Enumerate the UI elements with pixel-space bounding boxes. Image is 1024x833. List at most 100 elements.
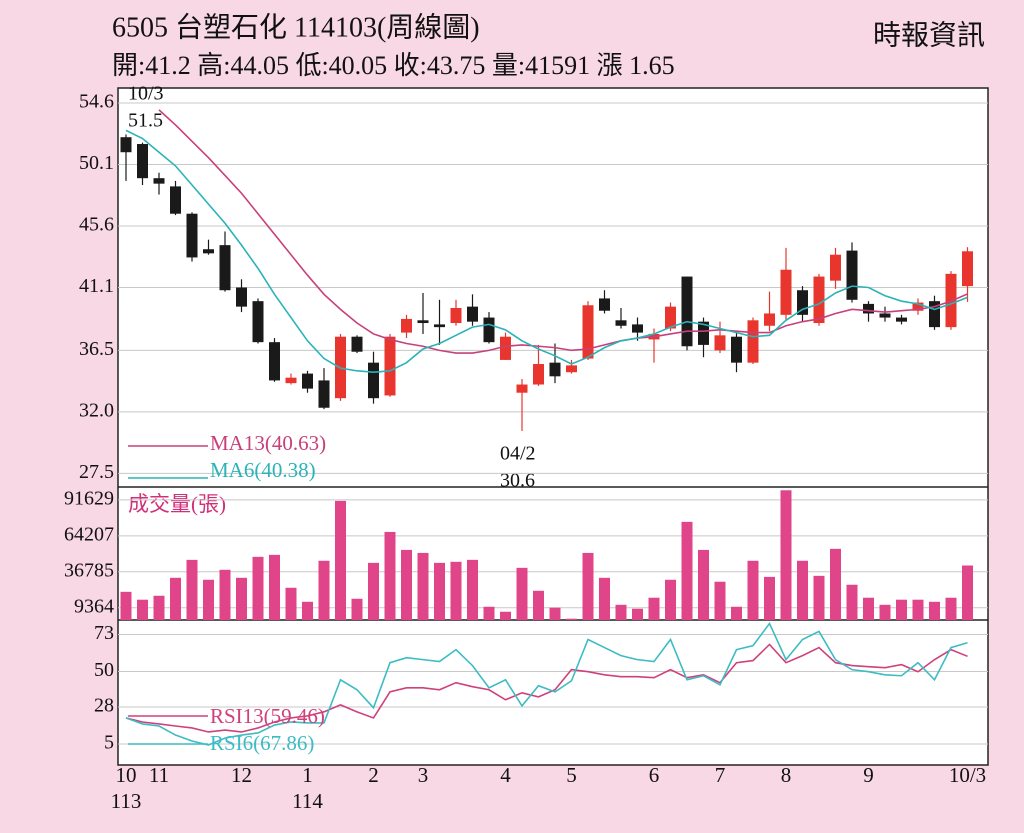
candle-body [731, 336, 742, 363]
x-tick-label: 11 [149, 763, 169, 787]
y-tick-label: 36.5 [79, 338, 114, 360]
volume-bar [681, 521, 693, 620]
x-tick-label: 5 [566, 763, 577, 787]
volume-bar [483, 606, 495, 620]
volume-bar [120, 591, 132, 620]
x-tick-label: 12 [231, 763, 252, 787]
x-tick-label: 2 [368, 763, 379, 787]
volume-bar [615, 604, 627, 620]
candle-body [879, 313, 891, 318]
volume-bar [368, 562, 379, 620]
volume-bar [599, 577, 610, 620]
candle-body [896, 317, 907, 322]
x-tick-label: 10 [116, 763, 137, 787]
volume-bar [731, 606, 742, 620]
annotation: 51.5 [128, 110, 163, 132]
volume-bar [318, 560, 330, 620]
volume-bar [566, 618, 577, 620]
candle-body [302, 373, 313, 389]
x-tick-label: 7 [715, 763, 726, 787]
volume-bar [962, 565, 973, 620]
x-tick-label: 4 [500, 763, 511, 787]
volume-bar [846, 584, 858, 620]
volume-bar [351, 598, 363, 620]
candle-body [450, 307, 462, 324]
volume-bar [203, 579, 214, 620]
candle-body [912, 302, 924, 311]
legend-label: RSI13(59.46) [210, 704, 325, 728]
candle-body [681, 276, 693, 347]
volume-bar [417, 552, 429, 620]
candle-body [797, 290, 808, 315]
candle-body [434, 324, 445, 328]
candle-body [351, 336, 363, 352]
candle-body [269, 342, 280, 381]
y-tick-label: 54.6 [79, 91, 114, 113]
volume-bar [500, 611, 511, 620]
y-tick-label: 50 [94, 659, 114, 681]
candle-body [665, 306, 676, 329]
volume-bar [269, 554, 280, 620]
volume-bar [698, 549, 709, 620]
y-tick-label: 91629 [64, 488, 114, 510]
y-tick-label: 27.5 [79, 461, 114, 483]
candle-body [170, 186, 181, 214]
volume-bar [219, 569, 231, 620]
candle-body [186, 213, 198, 258]
chart-title: 6505 台塑石化 114103(周線圖) [112, 11, 480, 43]
volume-bar [780, 490, 792, 620]
x-tick-label: 10/3 [949, 763, 986, 787]
legend-label: MA6(40.38) [210, 458, 316, 482]
candle-body [120, 137, 132, 153]
x-tick-label: 8 [781, 763, 792, 787]
annotation: 04/2 [500, 443, 536, 465]
candle-body [813, 276, 825, 324]
series-line [158, 109, 968, 354]
volume-bar [632, 608, 643, 620]
volume-bar [648, 597, 660, 620]
volume-bar [945, 597, 957, 620]
volume-bar [549, 607, 561, 620]
candle-body [500, 336, 511, 360]
volume-bar [714, 581, 726, 620]
volume-bar [252, 556, 264, 620]
volume-bar [401, 549, 412, 620]
candle-body [830, 254, 841, 281]
series-line [125, 621, 968, 746]
volume-bar [879, 604, 891, 620]
volume-label: 成交量(張) [128, 492, 226, 516]
volume-bar [813, 575, 825, 620]
volume-bar [830, 548, 841, 620]
volume-bar [302, 601, 313, 620]
x-tick-label: 6 [649, 763, 660, 787]
annotation: 30.6 [500, 470, 535, 492]
candle-body [747, 320, 759, 363]
volume-bar [384, 531, 396, 620]
candle-body [153, 178, 165, 184]
candle-body [632, 324, 643, 333]
y-tick-label: 32.0 [79, 399, 114, 421]
candle-body [203, 249, 214, 254]
candle-body [863, 303, 874, 314]
candle-body [615, 320, 627, 326]
volume-bar [186, 559, 198, 620]
volume-bar [747, 560, 759, 620]
volume-bar [434, 562, 445, 620]
candle-body [533, 364, 544, 385]
volume-bar [912, 599, 924, 620]
volume-bar [450, 561, 462, 620]
legend-label: MA13(40.63) [210, 431, 326, 455]
candle-body [252, 301, 264, 343]
candle-body [764, 313, 775, 326]
y-tick-label: 5 [104, 732, 114, 754]
candle-body [137, 144, 148, 179]
volume-bar [764, 576, 775, 620]
x-tick-label: 3 [418, 763, 429, 787]
x-tick-label: 1 [302, 763, 313, 787]
y-tick-label: 41.1 [79, 275, 114, 297]
candle-body [285, 377, 297, 384]
candle-body [549, 362, 561, 377]
volume-bar [467, 559, 478, 620]
candle-body [483, 317, 495, 343]
